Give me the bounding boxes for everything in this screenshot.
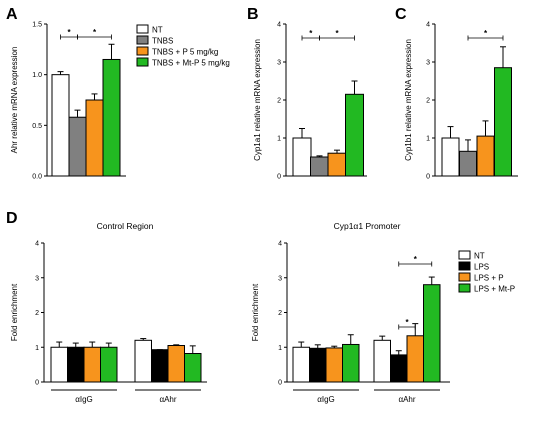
y-tick-label: 1 bbox=[277, 136, 281, 143]
significance-star: * bbox=[405, 318, 409, 327]
category-label: αAhr bbox=[398, 395, 415, 404]
y-axis-label: Cyp1a1 relative mRNA expression bbox=[253, 39, 262, 161]
legend-top-label: TNBS bbox=[152, 37, 173, 46]
y-tick-label: 4 bbox=[278, 241, 282, 248]
legend-top-swatch bbox=[136, 24, 149, 34]
y-tick-label: 1 bbox=[278, 345, 282, 352]
bar bbox=[476, 135, 495, 177]
bar bbox=[406, 335, 424, 383]
y-axis-label: Fold enrichment bbox=[10, 283, 19, 341]
bar bbox=[459, 150, 477, 177]
bar bbox=[325, 347, 343, 383]
legend-bottom-swatch bbox=[458, 272, 471, 282]
y-tick-label: 0 bbox=[277, 174, 281, 181]
y-tick-label: 3 bbox=[35, 275, 39, 282]
bar bbox=[50, 346, 68, 383]
significance-star: * bbox=[414, 255, 418, 264]
y-tick-label: 4 bbox=[35, 241, 39, 248]
bar bbox=[390, 354, 408, 383]
panel-letter-d: D bbox=[6, 210, 18, 227]
bar bbox=[85, 99, 104, 177]
y-tick-label: 3 bbox=[277, 60, 281, 67]
significance-star: * bbox=[335, 29, 339, 38]
significance-star: * bbox=[67, 28, 71, 37]
category-label: αAhr bbox=[159, 395, 176, 404]
bar bbox=[151, 349, 169, 383]
legend-bottom-swatch bbox=[458, 261, 471, 271]
bar bbox=[309, 347, 327, 383]
legend-bottom-label: LPS + P bbox=[474, 274, 504, 283]
legend-top-swatch bbox=[136, 46, 149, 56]
y-tick-label: 1.0 bbox=[32, 72, 42, 79]
bar bbox=[134, 339, 152, 383]
y-tick-label: 1 bbox=[426, 136, 430, 143]
legend-bottom-label: LPS + Mt-P bbox=[474, 285, 515, 294]
panel-title: Control Region bbox=[97, 221, 154, 231]
legend-top-label: TNBS + Mt-P 5 mg/kg bbox=[152, 59, 230, 68]
y-tick-label: 0.5 bbox=[32, 123, 42, 130]
y-tick-label: 2 bbox=[35, 310, 39, 317]
legend-bottom-swatch bbox=[458, 250, 471, 260]
legend-top-swatch bbox=[136, 57, 149, 67]
bar bbox=[292, 346, 310, 383]
bar bbox=[184, 353, 202, 383]
significance-star: * bbox=[309, 29, 313, 38]
y-tick-label: 1 bbox=[35, 345, 39, 352]
y-tick-label: 1.5 bbox=[32, 22, 42, 29]
significance-star: * bbox=[93, 28, 97, 37]
y-axis-label: Cyp1b1 relative mRNA expression bbox=[404, 39, 413, 161]
legend-bottom-swatch bbox=[458, 283, 471, 293]
bar bbox=[342, 343, 360, 383]
bar bbox=[167, 345, 185, 383]
bar bbox=[68, 116, 87, 177]
category-label: αIgG bbox=[317, 395, 335, 404]
legend-bottom-label: NT bbox=[474, 252, 485, 261]
panel-letter-a: A bbox=[6, 6, 18, 23]
bar bbox=[102, 58, 121, 177]
bar bbox=[292, 137, 312, 177]
y-tick-label: 2 bbox=[277, 98, 281, 105]
y-axis-label: Ahr relative mRNA expression bbox=[10, 47, 19, 154]
legend-top-label: TNBS + P 5 mg/kg bbox=[152, 48, 218, 57]
y-tick-label: 0.0 bbox=[32, 174, 42, 181]
y-tick-label: 2 bbox=[278, 310, 282, 317]
bar bbox=[494, 67, 512, 177]
bar bbox=[83, 346, 101, 383]
y-tick-label: 0 bbox=[278, 380, 282, 387]
y-tick-label: 3 bbox=[426, 60, 430, 67]
bar bbox=[327, 152, 347, 177]
bar bbox=[67, 346, 85, 383]
bar bbox=[345, 93, 364, 177]
category-label: αIgG bbox=[75, 395, 93, 404]
legend-top-swatch bbox=[136, 35, 149, 45]
bar bbox=[373, 339, 391, 383]
bar bbox=[51, 74, 70, 177]
y-axis-label: Fold enrichment bbox=[251, 283, 260, 341]
bar bbox=[441, 137, 460, 177]
bar bbox=[310, 156, 329, 177]
y-tick-label: 3 bbox=[278, 275, 282, 282]
y-tick-label: 4 bbox=[426, 22, 430, 29]
bar bbox=[100, 346, 118, 383]
y-tick-label: 0 bbox=[426, 174, 430, 181]
y-tick-label: 4 bbox=[277, 22, 281, 29]
bar bbox=[423, 284, 441, 383]
panel-letter-c: C bbox=[395, 6, 407, 23]
legend-top-label: NT bbox=[152, 26, 163, 35]
y-tick-label: 2 bbox=[426, 98, 430, 105]
panel-letter-b: B bbox=[247, 6, 259, 23]
panel-title: Cyp1α1 Promoter bbox=[334, 221, 401, 231]
significance-star: * bbox=[484, 29, 488, 38]
y-tick-label: 0 bbox=[35, 380, 39, 387]
legend-bottom-label: LPS bbox=[474, 263, 489, 272]
